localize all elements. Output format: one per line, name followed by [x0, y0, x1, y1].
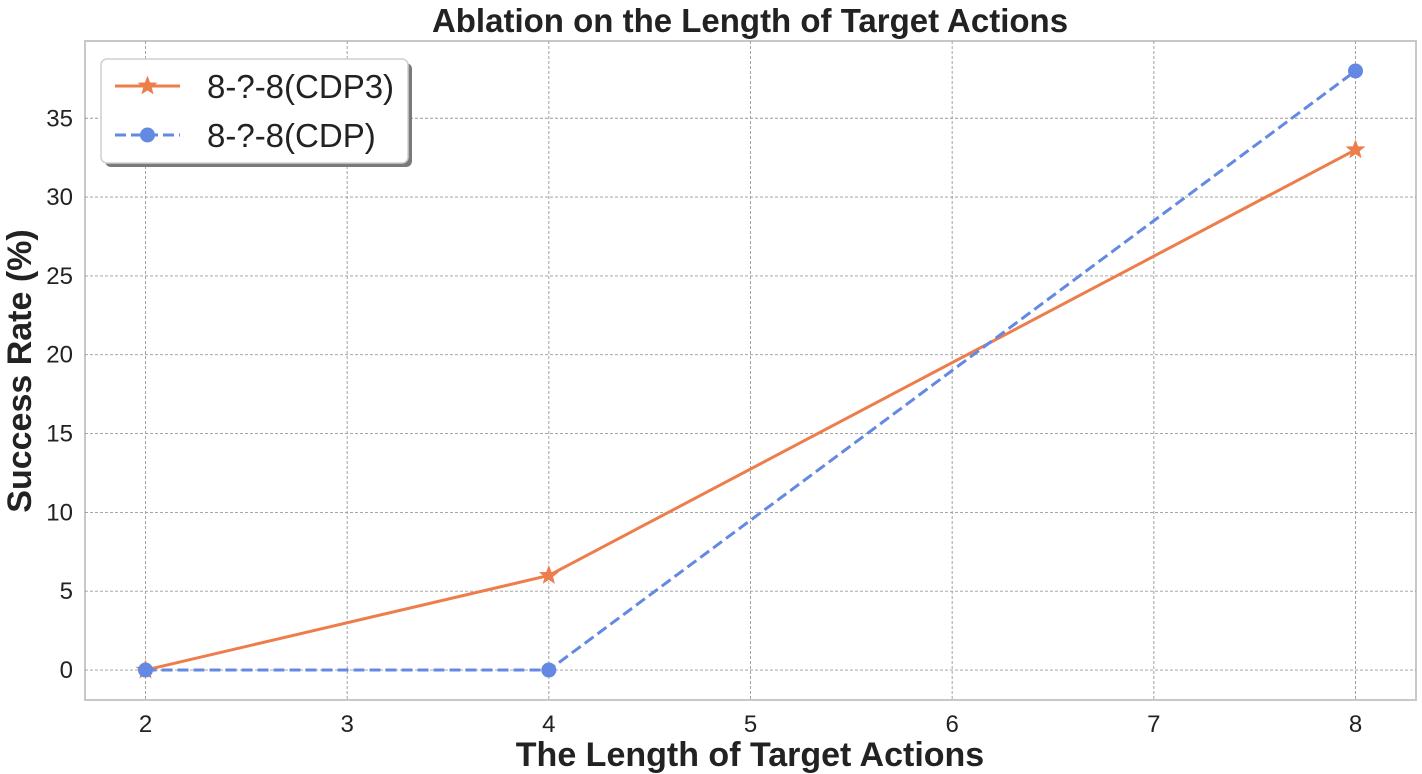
- legend-label-2: 8-?-8(CDP): [207, 117, 376, 154]
- series-1-point: [1345, 139, 1366, 159]
- x-tick-label: 4: [542, 711, 555, 738]
- chart-title: Ablation on the Length of Target Actions: [432, 2, 1068, 39]
- y-tick-label: 5: [60, 578, 73, 605]
- y-tick-labels: 0 5 10 15 20 25 30 35: [46, 105, 73, 684]
- y-tick-label: 35: [46, 105, 73, 132]
- y-axis-label: Success Rate (%): [1, 229, 39, 512]
- series-1-point: [538, 565, 559, 584]
- series-2-point: [138, 662, 153, 678]
- legend-marker-2: [140, 127, 155, 143]
- series-group: [135, 63, 1366, 679]
- x-axis-label: The Length of Target Actions: [516, 736, 984, 774]
- x-tick-label: 2: [139, 711, 152, 738]
- legend-marker-1: [137, 75, 158, 95]
- x-tick-label: 7: [1147, 711, 1160, 738]
- y-tick-label: 15: [46, 421, 73, 448]
- x-tick-label: 3: [340, 711, 353, 738]
- x-tick-label: 6: [945, 711, 958, 738]
- x-tick-label: 5: [744, 711, 757, 738]
- y-tick-label: 20: [46, 342, 73, 369]
- x-tick-labels: 2 3 4 5 6 7 8: [139, 711, 1362, 738]
- series-2-point: [541, 662, 557, 678]
- y-tick-label: 30: [46, 184, 73, 211]
- x-tick-label: 8: [1349, 711, 1362, 738]
- series-2-point: [1348, 63, 1363, 79]
- legend-label-1: 8-?-8(CDP3): [207, 68, 394, 105]
- legend: 8-?-8(CDP3) 8-?-8(CDP): [100, 58, 412, 167]
- y-tick-label: 25: [46, 263, 73, 290]
- y-tick-label: 0: [60, 657, 73, 684]
- y-tick-label: 10: [46, 499, 73, 526]
